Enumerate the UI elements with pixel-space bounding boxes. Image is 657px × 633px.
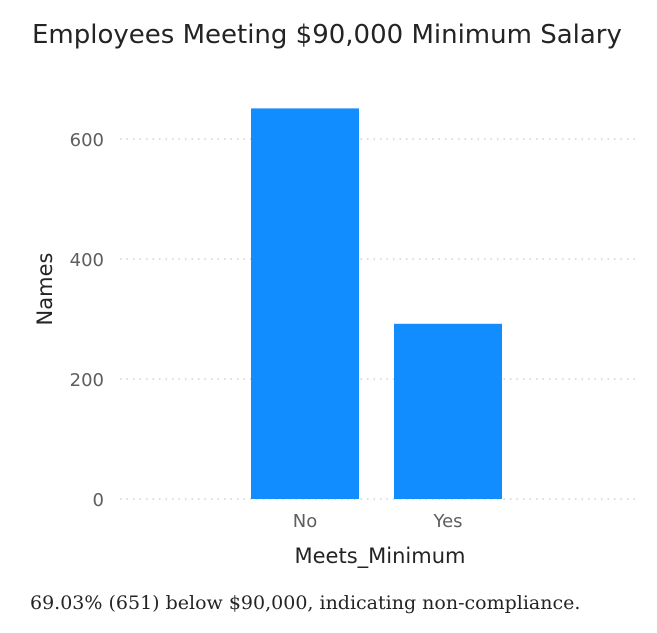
y-tick-label: 0: [93, 490, 104, 511]
x-axis-label: Meets_Minimum: [295, 544, 466, 569]
bar-no[interactable]: [251, 108, 359, 500]
y-axis-label: Names: [33, 253, 57, 326]
y-tick-label: 600: [70, 130, 104, 151]
chart-title: Employees Meeting $90,000 Minimum Salary: [32, 20, 622, 50]
x-tick-label: No: [293, 511, 317, 532]
y-tick-label: 400: [70, 250, 104, 271]
x-tick-label: Yes: [432, 511, 462, 532]
x-axis-ticks: No Yes: [293, 511, 463, 532]
y-axis-ticks: 0 200 400 600: [70, 130, 104, 511]
gridlines: [120, 138, 637, 500]
summary-caption: 69.03% (651) below $90,000, indicating n…: [30, 592, 581, 614]
bar-yes[interactable]: [394, 323, 502, 499]
bars: [251, 108, 502, 500]
y-tick-label: 200: [70, 370, 104, 391]
